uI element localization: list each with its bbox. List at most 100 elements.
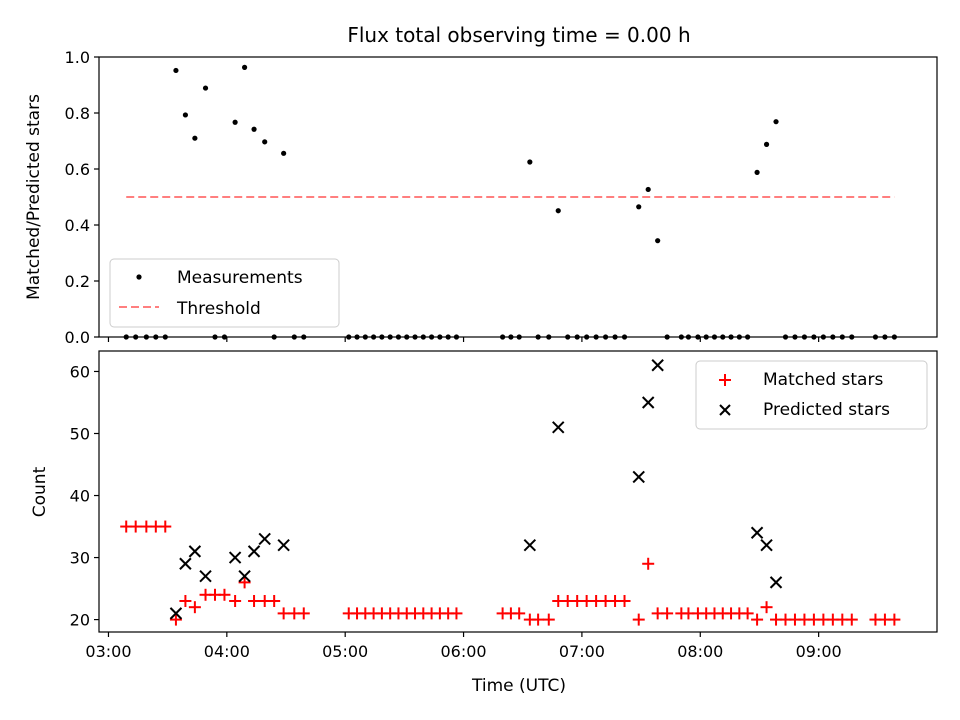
- y-tick-label: 1.0: [65, 48, 90, 67]
- matched-point: [632, 613, 645, 626]
- measurement-point: [202, 85, 209, 91]
- matched-point: [450, 607, 463, 620]
- legend-measurements-marker: [136, 274, 142, 280]
- predicted-point: [651, 359, 664, 372]
- predicted-point: [228, 551, 242, 564]
- matched-point: [169, 613, 182, 626]
- legend-matched-marker: [719, 374, 731, 386]
- y-tick-label: 40: [70, 487, 90, 506]
- matched-point: [277, 607, 290, 620]
- predicted-point: [552, 421, 565, 434]
- predicted-point: [769, 576, 783, 589]
- measurement-point: [281, 150, 287, 156]
- y-tick: 0.6: [65, 160, 99, 179]
- x-tick-label: 04:00: [204, 642, 250, 661]
- y-tick-label: 30: [70, 549, 90, 568]
- measurement-point: [645, 186, 651, 193]
- predicted-point: [258, 532, 271, 546]
- matched-point: [179, 594, 192, 607]
- x-tick: 08:00: [677, 632, 723, 661]
- x-tick: 04:00: [204, 632, 250, 661]
- y-tick: 20: [70, 611, 99, 630]
- measurement-point: [754, 169, 760, 175]
- count-legend-box: [695, 360, 928, 430]
- predicted-point: [277, 538, 290, 552]
- matched-point: [159, 520, 172, 533]
- matched-point: [248, 594, 261, 607]
- ratio-panel: 0.0 0.2 0.4 0.6 0.8 1.0 Matched/Predicted sta…: [24, 48, 938, 347]
- matched-point: [268, 594, 281, 607]
- matched-point: [188, 601, 201, 614]
- y-tick: 0.2: [65, 272, 99, 291]
- measurement-point: [527, 159, 533, 165]
- predicted-point: [169, 607, 183, 620]
- count-panel: 20 30 40 50 60 03:00 04:00 05:00 06:00 07:00 08:0…: [30, 350, 938, 696]
- y-tick: 0.0: [65, 328, 99, 347]
- matched-point: [218, 588, 231, 601]
- y-tick-label: 20: [70, 611, 90, 630]
- ratio-legend-box: [109, 258, 340, 328]
- count-y-ticks: 20 30 40 50 60: [70, 362, 99, 630]
- y-tick: 50: [70, 425, 99, 444]
- measurement-point: [636, 204, 642, 210]
- x-tick-label: 09:00: [796, 642, 842, 661]
- predicted-point: [641, 396, 655, 409]
- matched-point: [542, 613, 555, 626]
- matched-point: [888, 613, 901, 626]
- predicted-point: [247, 545, 261, 558]
- y-tick: 60: [70, 362, 99, 381]
- predicted-point: [238, 569, 251, 583]
- predicted-point: [179, 557, 192, 570]
- measurement-point: [763, 141, 770, 147]
- x-tick-label: 05:00: [322, 642, 368, 661]
- y-tick-label: 0.6: [65, 160, 90, 179]
- measurement-point: [773, 119, 779, 125]
- legend-predicted-marker: [719, 404, 731, 416]
- ratio-axes-frame: [98, 56, 938, 338]
- matched-point: [532, 613, 545, 626]
- y-tick: 1.0: [65, 48, 99, 67]
- matched-point: [129, 520, 142, 533]
- matched-point: [297, 607, 310, 620]
- ratio-x-ticks: [107, 337, 820, 342]
- matched-point: [513, 607, 526, 620]
- ratio-legend: Measurements Threshold: [109, 258, 340, 328]
- matched-point: [229, 594, 242, 607]
- x-axis-label: Time (UTC): [471, 676, 566, 696]
- y-tick-label: 0.4: [65, 216, 90, 235]
- y-tick-label: 0.0: [65, 328, 90, 347]
- legend-predicted-label: Predicted stars: [763, 400, 890, 420]
- measurement-point: [241, 64, 248, 70]
- matched-point: [238, 576, 251, 589]
- legend-matched-label: Matched stars: [763, 370, 883, 390]
- y-tick: 30: [70, 549, 99, 568]
- count-x-ticks: 03:00 04:00 05:00 06:00 07:00 08:00 09:00: [85, 632, 842, 661]
- matched-point: [845, 613, 858, 626]
- x-tick-label: 07:00: [559, 642, 605, 661]
- ratio-y-ticks: 0.0 0.2 0.4 0.6 0.8 1.0: [65, 48, 99, 347]
- y-tick-label: 0.2: [65, 272, 90, 291]
- count-y-label: Count: [30, 466, 50, 517]
- x-tick-label: 08:00: [677, 642, 723, 661]
- measurement-point: [232, 119, 238, 125]
- measurement-point: [251, 126, 257, 132]
- y-tick-label: 0.8: [65, 104, 90, 123]
- measurement-point: [262, 139, 268, 145]
- count-marks: [120, 359, 901, 626]
- x-tick: 06:00: [440, 632, 487, 661]
- matched-point: [760, 601, 773, 614]
- legend-threshold-label: Threshold: [176, 299, 261, 319]
- x-tick-label: 06:00: [440, 642, 486, 661]
- predicted-point: [750, 526, 764, 539]
- x-tick: 03:00: [85, 632, 132, 661]
- x-tick: 05:00: [322, 632, 368, 661]
- measurement-point: [192, 135, 198, 141]
- y-tick: 0.4: [65, 216, 99, 235]
- x-tick-label: 03:00: [85, 642, 131, 661]
- matched-point: [618, 594, 631, 607]
- y-tick: 40: [70, 487, 99, 506]
- y-tick-label: 50: [70, 425, 90, 444]
- matched-point: [741, 607, 754, 620]
- predicted-point: [760, 538, 773, 552]
